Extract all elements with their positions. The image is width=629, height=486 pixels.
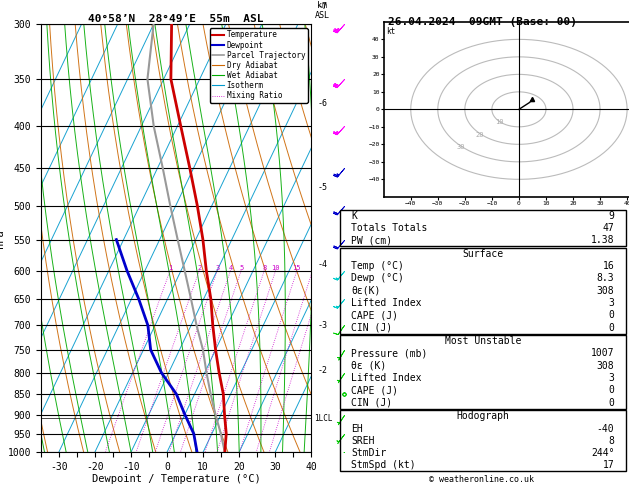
Text: Dewp (°C): Dewp (°C) (351, 274, 404, 283)
Text: -7: -7 (318, 1, 327, 11)
Text: 0: 0 (608, 385, 615, 395)
Text: CAPE (J): CAPE (J) (351, 385, 398, 395)
Text: 0: 0 (608, 398, 615, 408)
Text: 3: 3 (215, 264, 220, 271)
Text: 2: 2 (197, 264, 201, 271)
Text: 30: 30 (456, 144, 465, 150)
Text: Most Unstable: Most Unstable (445, 336, 521, 346)
Legend: Temperature, Dewpoint, Parcel Trajectory, Dry Adiabat, Wet Adiabat, Isotherm, Mi: Temperature, Dewpoint, Parcel Trajectory… (210, 28, 308, 103)
Text: 26.04.2024  09GMT (Base: 00): 26.04.2024 09GMT (Base: 00) (388, 17, 577, 27)
Title: 40°58’N  28°49’E  55m  ASL: 40°58’N 28°49’E 55m ASL (88, 14, 264, 23)
Text: -5: -5 (318, 183, 327, 192)
Text: 10: 10 (495, 119, 504, 125)
Text: 1: 1 (168, 264, 172, 271)
Text: CIN (J): CIN (J) (351, 398, 392, 408)
Text: K: K (351, 211, 357, 221)
Text: © weatheronline.co.uk: © weatheronline.co.uk (429, 474, 533, 484)
Text: 9: 9 (608, 211, 615, 221)
Text: Hodograph: Hodograph (456, 411, 509, 421)
Text: 308: 308 (597, 286, 615, 295)
Text: θε (K): θε (K) (351, 361, 386, 371)
Text: 0: 0 (608, 323, 615, 332)
Y-axis label: hPa: hPa (0, 229, 5, 247)
Text: CIN (J): CIN (J) (351, 323, 392, 332)
Text: θε(K): θε(K) (351, 286, 381, 295)
Text: Lifted Index: Lifted Index (351, 373, 421, 383)
Text: 1.38: 1.38 (591, 235, 615, 245)
Text: 4: 4 (228, 264, 233, 271)
Text: StmDir: StmDir (351, 448, 386, 458)
Text: 8: 8 (262, 264, 267, 271)
Text: -3: -3 (318, 321, 327, 330)
Text: Surface: Surface (462, 249, 503, 259)
Text: 8.3: 8.3 (597, 274, 615, 283)
Text: Pressure (mb): Pressure (mb) (351, 348, 428, 359)
X-axis label: Dewpoint / Temperature (°C): Dewpoint / Temperature (°C) (92, 474, 260, 485)
Text: 5: 5 (239, 264, 243, 271)
Text: 8: 8 (608, 436, 615, 446)
Text: 3: 3 (608, 298, 615, 308)
Text: -6: -6 (318, 99, 327, 108)
Text: SREH: SREH (351, 436, 375, 446)
Text: 0: 0 (608, 310, 615, 320)
Text: PW (cm): PW (cm) (351, 235, 392, 245)
Text: 15: 15 (292, 264, 301, 271)
Text: StmSpd (kt): StmSpd (kt) (351, 460, 416, 470)
Text: 1LCL: 1LCL (314, 414, 333, 423)
Text: 17: 17 (603, 460, 615, 470)
Text: -4: -4 (318, 260, 327, 269)
Text: 244°: 244° (591, 448, 615, 458)
Text: kt: kt (386, 27, 396, 36)
Text: km
ASL: km ASL (315, 0, 330, 20)
Text: Lifted Index: Lifted Index (351, 298, 421, 308)
Text: 20: 20 (476, 132, 484, 138)
Text: 10: 10 (271, 264, 280, 271)
Text: 3: 3 (608, 373, 615, 383)
Text: EH: EH (351, 423, 363, 434)
Text: -40: -40 (597, 423, 615, 434)
Text: 308: 308 (597, 361, 615, 371)
Text: 1007: 1007 (591, 348, 615, 359)
Text: CAPE (J): CAPE (J) (351, 310, 398, 320)
Text: 16: 16 (603, 261, 615, 271)
Text: -2: -2 (318, 366, 327, 375)
Text: 47: 47 (603, 223, 615, 233)
Text: Temp (°C): Temp (°C) (351, 261, 404, 271)
Text: Totals Totals: Totals Totals (351, 223, 428, 233)
